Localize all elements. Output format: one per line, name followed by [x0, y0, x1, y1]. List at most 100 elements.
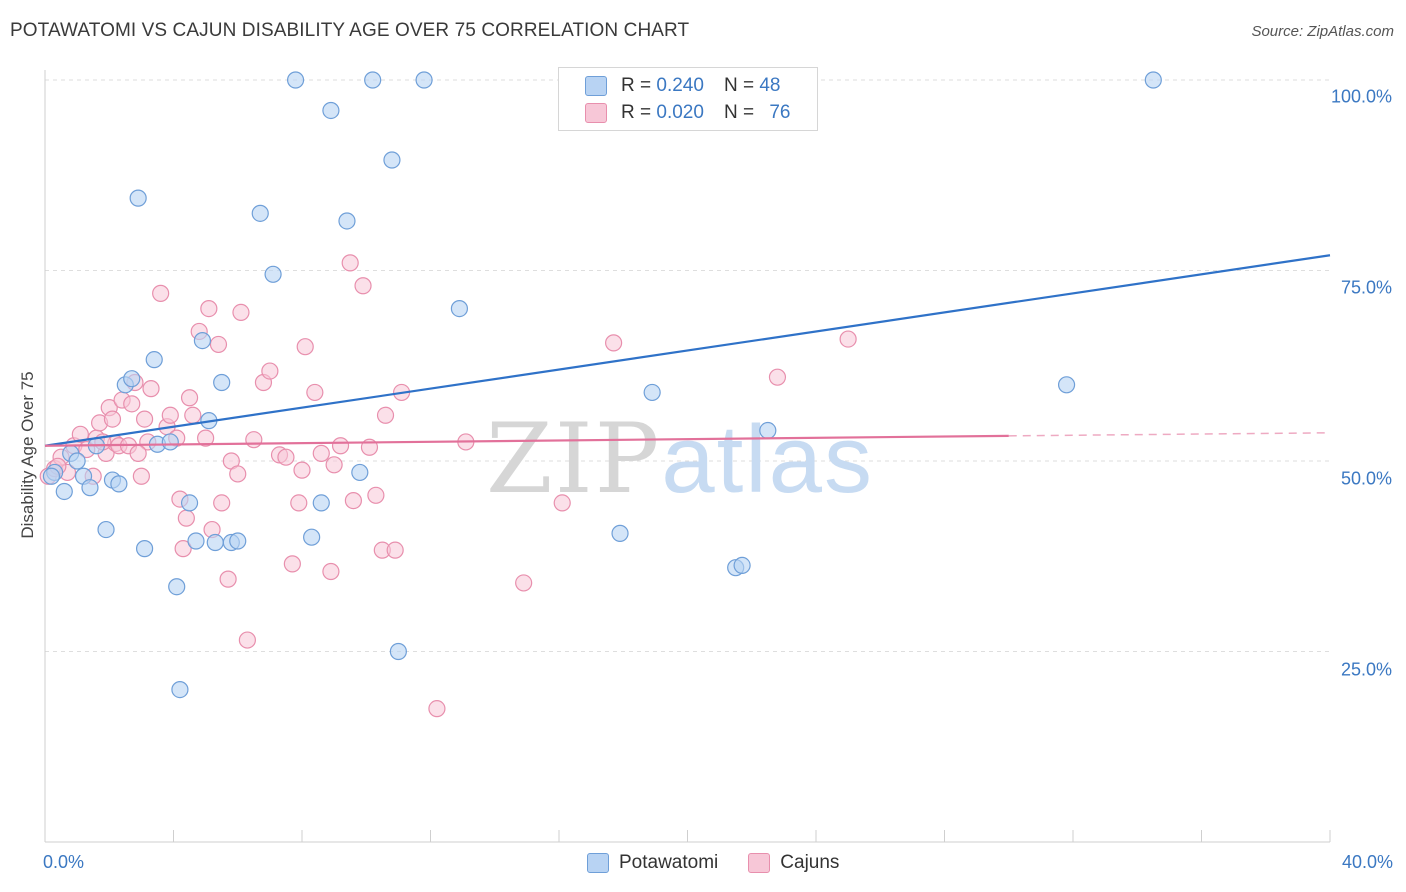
potawatomi-point	[643, 383, 661, 402]
potawatomi-point	[193, 332, 212, 350]
potawatomi-point	[81, 479, 99, 497]
potawatomi-point	[171, 680, 189, 699]
r-label: R =	[621, 102, 652, 123]
potawatomi-point	[145, 351, 163, 369]
cajun-r-value: 0.020	[656, 102, 704, 123]
potawatomi-point	[229, 532, 247, 550]
legend-row-cajun: R = 0.020 N = 76	[585, 100, 790, 126]
cajun-point	[232, 303, 250, 322]
potawatomi-point	[322, 101, 340, 120]
cajun-point	[161, 406, 179, 424]
cajun-point	[515, 574, 533, 592]
potawatomi-point	[415, 71, 433, 89]
cajun-n-value: 76	[769, 102, 791, 123]
potawatomi-point	[251, 204, 269, 222]
potawatomi-trend-line	[44, 254, 1331, 447]
potawatomi-point	[312, 494, 330, 512]
cajun-point	[322, 562, 340, 581]
potawatomi-point	[450, 300, 469, 318]
potawatomi-point	[168, 578, 186, 596]
potawatomi-points	[42, 71, 1162, 699]
x-tick-40: 40.0%	[1341, 852, 1393, 872]
potawatomi-point	[97, 520, 115, 539]
potawatomi-point	[1144, 71, 1162, 89]
x-tick-0: 0.0%	[43, 852, 85, 872]
cajun-point	[135, 410, 154, 428]
potawatomi-point	[1057, 376, 1076, 394]
potawatomi-point	[161, 433, 179, 451]
cajuns-legend-swatch	[748, 853, 771, 873]
potawatomi-point	[351, 463, 369, 482]
watermark: ZIPatlas	[486, 403, 874, 515]
potawatomi-swatch	[585, 76, 607, 96]
chart-title: POTAWATOMI VS CAJUN DISABILITY AGE OVER …	[10, 20, 690, 41]
r-label: R =	[621, 75, 652, 96]
cajun-point	[103, 410, 122, 428]
legend-row-potawatomi: R = 0.240 N = 48	[585, 73, 780, 99]
cajun-point	[341, 254, 359, 272]
potawatomi-point	[286, 71, 305, 89]
n-label: N =	[723, 102, 755, 123]
cajun-point	[245, 431, 263, 449]
potawatomi-r-value: 0.240	[656, 75, 704, 96]
cajun-point	[180, 389, 199, 407]
cajun-point	[200, 300, 218, 318]
legend-item-potawatomi[interactable]: Potawatomi	[587, 852, 718, 874]
potawatomi-point	[55, 482, 73, 501]
y-tick-50: 50.0%	[1340, 468, 1392, 489]
potawatomi-point	[135, 540, 154, 558]
cajun-point	[184, 406, 202, 424]
potawatomi-point	[611, 524, 629, 542]
n-label: N =	[723, 75, 755, 96]
axes	[44, 70, 1331, 843]
cajun-trend-extension	[1008, 432, 1331, 437]
cajun-point	[152, 284, 170, 302]
cajun-point	[283, 555, 301, 573]
chart-source: Source: ZipAtlas.com	[1251, 23, 1394, 40]
correlation-legend: R = 0.240 N = 48 R = 0.020 N = 76	[558, 67, 818, 131]
potawatomi-point	[389, 642, 407, 661]
cajun-point	[296, 338, 314, 356]
potawatomi-point	[364, 71, 382, 89]
cajun-point	[293, 461, 311, 479]
cajun-point	[367, 486, 385, 504]
y-tick-75: 75.0%	[1340, 277, 1392, 298]
gridlines	[45, 79, 1330, 652]
potawatomi-legend-label: Potawatomi	[619, 852, 719, 873]
potawatomi-legend-swatch	[587, 853, 609, 873]
cajun-point	[553, 494, 571, 512]
legend-item-cajuns[interactable]: Cajuns	[748, 852, 839, 874]
cajun-point	[219, 570, 237, 588]
potawatomi-point	[68, 452, 86, 470]
cajun-point	[839, 330, 857, 348]
potawatomi-point	[206, 533, 224, 552]
cajun-point	[344, 492, 362, 510]
cajun-point	[174, 540, 192, 558]
cajun-point	[290, 494, 308, 512]
cajun-point	[325, 456, 343, 474]
cajun-point	[129, 444, 147, 462]
potawatomi-point	[733, 556, 751, 574]
cajun-point	[605, 334, 623, 352]
cajun-point	[277, 448, 295, 466]
potawatomi-n-value: 48	[759, 75, 781, 96]
cajun-point	[376, 406, 395, 424]
potawatomi-point	[129, 189, 147, 207]
cajun-point	[177, 509, 195, 527]
series-legend: Potawatomi Cajuns	[587, 852, 869, 874]
cajun-point	[132, 467, 150, 485]
cajun-point	[213, 494, 231, 512]
potawatomi-point	[42, 467, 61, 485]
cajun-point	[386, 541, 404, 559]
cajuns-legend-label: Cajuns	[780, 852, 840, 873]
cajun-points	[39, 254, 857, 718]
cajun-swatch	[585, 103, 607, 123]
potawatomi-point	[264, 265, 282, 283]
potawatomi-point	[383, 151, 401, 169]
cajun-point	[354, 277, 372, 295]
potawatomi-point	[110, 475, 128, 493]
cajun-point	[229, 465, 247, 483]
y-tick-25: 25.0%	[1340, 659, 1392, 680]
potawatomi-point	[759, 421, 777, 440]
